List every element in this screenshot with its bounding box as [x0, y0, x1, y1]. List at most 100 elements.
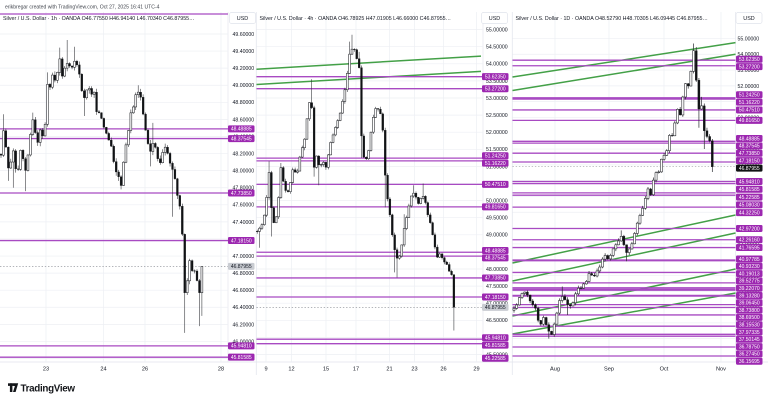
svg-text:Nov: Nov [716, 367, 726, 373]
svg-text:52.00000: 52.00000 [738, 84, 760, 90]
svg-text:46.80000: 46.80000 [233, 271, 255, 277]
svg-text:15: 15 [323, 367, 329, 373]
svg-text:52.50000: 52.50000 [486, 113, 508, 119]
svg-text:46.20000: 46.20000 [233, 322, 255, 328]
svg-text:40.19013: 40.19013 [739, 271, 760, 277]
svg-text:48.48885: 48.48885 [485, 248, 506, 254]
svg-text:53.62350: 53.62350 [485, 74, 506, 80]
svg-text:37.50145: 37.50145 [739, 337, 760, 343]
svg-text:49.20000: 49.20000 [233, 66, 255, 72]
svg-text:49.00000: 49.00000 [486, 233, 508, 239]
svg-text:46.87955: 46.87955 [739, 166, 760, 172]
svg-text:42.26160: 42.26160 [739, 238, 760, 244]
svg-text:51.16220: 51.16220 [485, 161, 506, 167]
svg-text:39.13280: 39.13280 [739, 293, 760, 299]
svg-text:Oct: Oct [660, 367, 669, 373]
svg-text:49.60000: 49.60000 [233, 32, 255, 38]
svg-text:47.18150: 47.18150 [485, 295, 506, 301]
svg-text:53.62350: 53.62350 [739, 57, 760, 63]
svg-text:USD: USD [237, 16, 248, 22]
svg-text:17: 17 [353, 367, 359, 373]
svg-text:46.00000: 46.00000 [233, 339, 255, 345]
svg-text:USD: USD [489, 16, 500, 22]
svg-text:48.37545: 48.37545 [231, 136, 252, 142]
svg-text:38.15530: 38.15530 [739, 323, 760, 329]
svg-text:45.22585: 45.22585 [485, 356, 506, 362]
svg-text:49.81650: 49.81650 [485, 205, 506, 211]
svg-text:37.97335: 37.97335 [739, 330, 760, 336]
svg-text:45.81585: 45.81585 [485, 343, 506, 349]
svg-text:Silver / U.S. Dollar · 4h · OA: Silver / U.S. Dollar · 4h · OANDA O46.78… [260, 16, 451, 22]
svg-text:55.00000: 55.00000 [486, 28, 508, 34]
svg-text:48.37545: 48.37545 [485, 256, 506, 262]
svg-text:23: 23 [43, 367, 49, 373]
svg-text:9: 9 [264, 367, 267, 373]
svg-text:47.00000: 47.00000 [233, 254, 255, 260]
svg-text:46.87955: 46.87955 [231, 264, 252, 270]
svg-text:45.94810: 45.94810 [485, 336, 506, 342]
svg-text:42.97200: 42.97200 [739, 226, 760, 232]
svg-text:48.80000: 48.80000 [233, 100, 255, 106]
svg-text:52.00000: 52.00000 [486, 130, 508, 136]
svg-text:47.60000: 47.60000 [233, 203, 255, 209]
svg-text:38.69500: 38.69500 [739, 315, 760, 321]
svg-text:54.00000: 54.00000 [486, 62, 508, 68]
svg-text:48.00000: 48.00000 [233, 169, 255, 175]
svg-text:12: 12 [288, 367, 294, 373]
svg-text:39.06450: 39.06450 [739, 301, 760, 307]
svg-text:Aug: Aug [550, 367, 560, 373]
svg-text:46.87955: 46.87955 [485, 305, 506, 311]
svg-text:erikbregar created with Tradin: erikbregar created with TradingView.com,… [5, 5, 160, 11]
svg-text:36.15695: 36.15695 [739, 359, 760, 365]
svg-text:Sep: Sep [604, 367, 614, 373]
svg-text:26: 26 [142, 367, 148, 373]
svg-text:47.73850: 47.73850 [739, 151, 760, 157]
svg-text:Silver / U.S. Dollar · 1D · OA: Silver / U.S. Dollar · 1D · OANDA O48.52… [516, 16, 708, 22]
svg-text:53.27200: 53.27200 [739, 64, 760, 70]
svg-text:50.00000: 50.00000 [486, 199, 508, 205]
svg-text:51.24250: 51.24250 [739, 93, 760, 99]
svg-text:54.00000: 54.00000 [738, 52, 760, 58]
svg-text:51.00000: 51.00000 [486, 164, 508, 170]
svg-text:TradingView: TradingView [21, 384, 76, 395]
svg-text:47.80000: 47.80000 [233, 186, 255, 192]
svg-text:49.40000: 49.40000 [233, 49, 255, 55]
svg-text:USD: USD [743, 16, 754, 22]
svg-text:29: 29 [473, 367, 479, 373]
svg-text:47.18150: 47.18150 [231, 238, 252, 244]
svg-text:40.97785: 40.97785 [739, 257, 760, 263]
svg-text:39.22070: 39.22070 [739, 286, 760, 292]
svg-text:45.22585: 45.22585 [739, 195, 760, 201]
svg-text:45.94810: 45.94810 [231, 344, 252, 350]
svg-text:51.16220: 51.16220 [739, 100, 760, 106]
svg-text:48.37545: 48.37545 [739, 144, 760, 150]
svg-text:53.00000: 53.00000 [738, 68, 760, 74]
svg-text:48.20000: 48.20000 [233, 151, 255, 157]
svg-text:36.78750: 36.78750 [739, 344, 760, 350]
svg-text:53.27200: 53.27200 [485, 87, 506, 93]
svg-text:49.50000: 49.50000 [486, 216, 508, 222]
svg-text:46.60000: 46.60000 [233, 288, 255, 294]
svg-text:47.50000: 47.50000 [486, 284, 508, 290]
svg-text:47.73850: 47.73850 [485, 276, 506, 282]
svg-text:44.32250: 44.32250 [739, 210, 760, 216]
svg-text:53.50000: 53.50000 [486, 79, 508, 85]
svg-text:24: 24 [100, 367, 106, 373]
svg-text:50.47510: 50.47510 [485, 182, 506, 188]
svg-text:48.48885: 48.48885 [739, 136, 760, 142]
svg-text:51.50000: 51.50000 [486, 147, 508, 153]
svg-text:21: 21 [386, 367, 392, 373]
svg-text:51.24250: 51.24250 [485, 154, 506, 160]
svg-text:41.76595: 41.76595 [739, 245, 760, 251]
svg-text:49.00000: 49.00000 [233, 83, 255, 89]
svg-text:38.73800: 38.73800 [739, 308, 760, 314]
svg-text:50.47510: 50.47510 [739, 108, 760, 114]
svg-text:48.48885: 48.48885 [231, 127, 252, 133]
svg-text:47.73850: 47.73850 [231, 191, 252, 197]
svg-text:45.94810: 45.94810 [739, 179, 760, 185]
svg-text:54.50000: 54.50000 [486, 45, 508, 51]
svg-text:46.50000: 46.50000 [486, 318, 508, 324]
svg-text:26: 26 [440, 367, 446, 373]
svg-text:47.18150: 47.18150 [739, 158, 760, 164]
svg-text:45.08030: 45.08030 [739, 203, 760, 209]
